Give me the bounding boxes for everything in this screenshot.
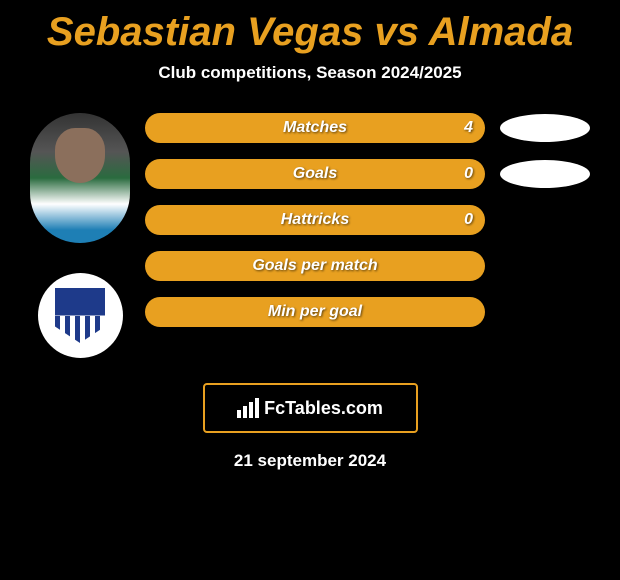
stat-value: 0 <box>464 165 473 183</box>
stats-bars: Matches 4 Goals 0 Hattricks 0 Goals per … <box>140 113 490 327</box>
stat-row-goals: Goals 0 <box>145 159 485 189</box>
chart-icon <box>237 398 259 418</box>
stat-label: Min per goal <box>268 303 362 321</box>
stat-row-matches: Matches 4 <box>145 113 485 143</box>
fctables-logo-box: FcTables.com <box>203 383 418 433</box>
stats-container: Matches 4 Goals 0 Hattricks 0 Goals per … <box>10 113 610 358</box>
stat-value: 4 <box>464 119 473 137</box>
stat-row-min-per-goal: Min per goal <box>145 297 485 327</box>
stat-row-goals-per-match: Goals per match <box>145 251 485 281</box>
player-photo <box>30 113 130 243</box>
value-blob <box>500 160 590 188</box>
stat-value: 0 <box>464 211 473 229</box>
club-logo <box>38 273 123 358</box>
fctables-logo: FcTables.com <box>237 398 383 419</box>
date: 21 september 2024 <box>10 451 610 471</box>
subtitle: Club competitions, Season 2024/2025 <box>10 63 610 83</box>
blob-container <box>490 113 600 143</box>
stat-label: Matches <box>283 119 347 137</box>
page-title: Sebastian Vegas vs Almada <box>10 10 610 55</box>
stat-label: Goals per match <box>252 257 377 275</box>
right-column <box>490 113 600 189</box>
value-blob <box>500 114 590 142</box>
blob-container <box>490 159 600 189</box>
fctables-text: FcTables.com <box>264 398 383 419</box>
left-column <box>20 113 140 358</box>
stat-label: Goals <box>293 165 337 183</box>
stat-label: Hattricks <box>281 211 349 229</box>
stat-row-hattricks: Hattricks 0 <box>145 205 485 235</box>
